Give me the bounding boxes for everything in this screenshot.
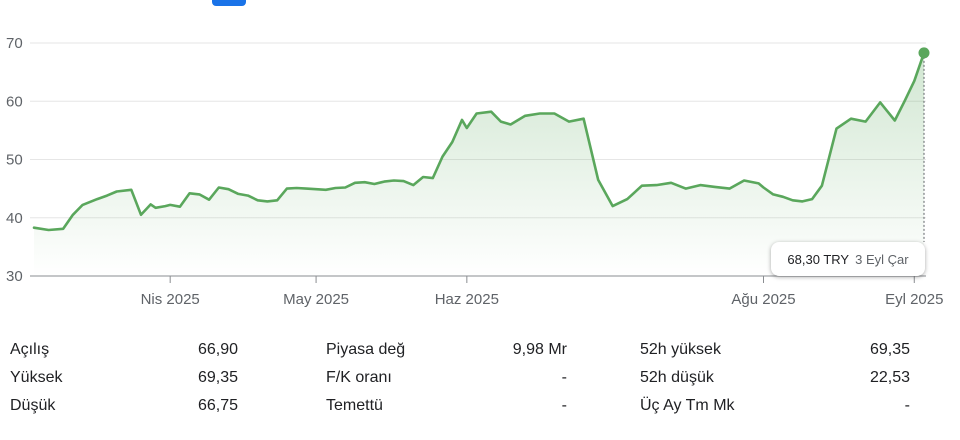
stat-value-dividend: - xyxy=(561,397,567,414)
stat-label-52w-low: 52h düşük xyxy=(640,369,714,386)
stat-value-qtr-div-amt: - xyxy=(904,397,910,414)
price-line xyxy=(32,51,926,232)
stat-label-low: Düşük xyxy=(10,397,56,414)
x-tick-label: Eyl 2025 xyxy=(885,291,943,308)
price-chart: 70 60 50 40 30 Nis 2025 May 2025 Haz 2025 Ağu 2… xyxy=(6,35,943,308)
stat-label-52w-high: 52h yüksek xyxy=(640,341,721,358)
stats-row: Yüksek 69,35 F/K oranı - 52h düşük 22,53 xyxy=(10,364,950,392)
stat-value-52w-high: 69,35 xyxy=(869,341,910,358)
stat-label-market-cap: Piyasa değ xyxy=(326,341,406,358)
tooltip-date: 3 Eyl Çar xyxy=(855,251,909,267)
x-axis-labels: Nis 2025 May 2025 Haz 2025 Ağu 2025 Eyl 2025 xyxy=(141,276,943,308)
y-tick-label: 50 xyxy=(6,152,23,169)
stat-label-pe-ratio: F/K oranı xyxy=(326,369,392,386)
stats-table: Açılış 66,90 Piyasa değ 9,98 Mr 52h yüks… xyxy=(10,336,950,420)
stat-label-open: Açılış xyxy=(10,341,50,358)
x-tick-label: Nis 2025 xyxy=(141,291,200,308)
stats-row: Açılış 66,90 Piyasa değ 9,98 Mr 52h yüks… xyxy=(10,336,950,364)
x-tick-label: Haz 2025 xyxy=(435,291,499,308)
stat-label-qtr-div-amt: Üç Ay Tm Mk xyxy=(640,397,735,414)
price-tooltip: 68,30 TRY 3 Eyl Çar xyxy=(771,242,925,276)
stat-value-pe-ratio: - xyxy=(561,369,567,386)
y-tick-label: 40 xyxy=(6,210,23,227)
stat-label-high: Yüksek xyxy=(10,369,63,386)
y-axis-labels: 70 60 50 40 30 xyxy=(6,35,23,285)
stat-label-dividend: Temettü xyxy=(326,397,383,414)
y-tick-label: 70 xyxy=(6,35,23,52)
current-price-dot[interactable] xyxy=(918,47,930,59)
y-tick-label: 60 xyxy=(6,93,23,110)
stat-value-open: 66,90 xyxy=(197,341,238,358)
tooltip-price: 68,30 TRY xyxy=(787,251,850,267)
stats-row: Düşük 66,75 Temettü - Üç Ay Tm Mk - xyxy=(10,392,950,420)
stat-value-low: 66,75 xyxy=(197,397,238,414)
y-tick-label: 30 xyxy=(6,268,23,285)
top-tab-indicator[interactable] xyxy=(212,0,246,6)
stat-value-market-cap: 9,98 Mr xyxy=(512,341,567,358)
price-area-fill xyxy=(34,52,924,277)
x-tick-label: Ağu 2025 xyxy=(731,291,795,308)
stat-value-52w-low: 22,53 xyxy=(869,369,910,386)
stat-value-high: 69,35 xyxy=(197,369,238,386)
x-tick-label: May 2025 xyxy=(283,291,349,308)
